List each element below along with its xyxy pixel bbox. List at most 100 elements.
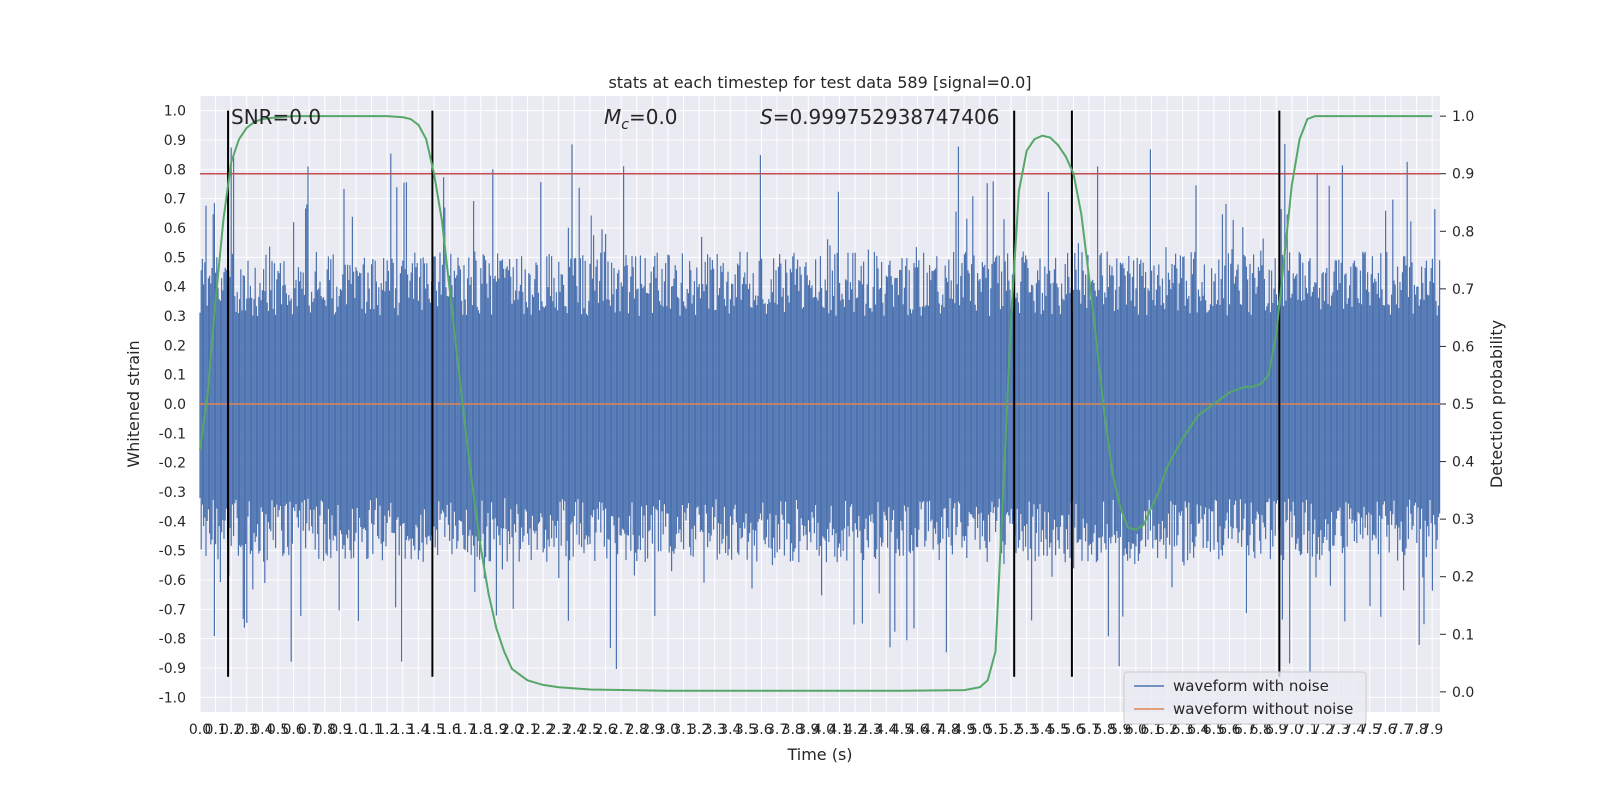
y-tick-label: -0.9 xyxy=(159,661,186,677)
x-tick-label: 5.9 xyxy=(1109,722,1131,738)
x-tick-label: 0.1 xyxy=(204,722,226,738)
x-tick-label: 2.7 xyxy=(610,722,632,738)
x-tick-label: 0.9 xyxy=(329,722,351,738)
y2-tick-label: 0.9 xyxy=(1452,167,1474,183)
y-tick-label: 0.0 xyxy=(164,397,186,413)
x-tick-label: 0.5 xyxy=(267,722,289,738)
x-tick-label: 3.7 xyxy=(766,722,788,738)
x-tick-label: 1.4 xyxy=(407,722,429,738)
x-tick-label: 6.3 xyxy=(1172,722,1194,738)
x-tick-label: 4.8 xyxy=(938,722,960,738)
y-axis-label: Whitened strain xyxy=(124,340,143,467)
x-tick-label: 3.5 xyxy=(735,722,757,738)
x-tick-label: 2.1 xyxy=(516,722,538,738)
y-tick-label: -0.8 xyxy=(159,632,186,648)
x-tick-label: 7.5 xyxy=(1359,722,1381,738)
x-tick-label: 7.7 xyxy=(1390,722,1412,738)
x-tick-label: 3.9 xyxy=(797,722,819,738)
annotation-s-value: =0.999752938747406 xyxy=(773,105,1000,129)
y-tick-label: -0.2 xyxy=(159,456,186,472)
y-axis-ticks: 1.0 0.9 0.8 0.7 0.6 0.5 0.4 0.3 0.2 0.1 0.0 -0.1 -0.… xyxy=(159,104,186,707)
series-waveform-with-noise xyxy=(199,144,1441,673)
x-tick-label: 5.3 xyxy=(1016,722,1038,738)
x-tick-label: 5.2 xyxy=(1000,722,1022,738)
y-tick-label: -0.6 xyxy=(159,573,186,589)
y-tick-label: 0.9 xyxy=(164,133,186,149)
x-tick-label: 5.7 xyxy=(1078,722,1100,738)
x-tick-label: 6.2 xyxy=(1156,722,1178,738)
x-tick-label: 4.1 xyxy=(828,722,850,738)
x-tick-label: 6.8 xyxy=(1249,722,1271,738)
x-tick-label: 3.3 xyxy=(704,722,726,738)
y-tick-label: -0.7 xyxy=(159,602,186,618)
x-tick-label: 6.7 xyxy=(1234,722,1256,738)
x-tick-label: 5.1 xyxy=(984,722,1006,738)
x-tick-label: 1.9 xyxy=(485,722,507,738)
annotation-mc-subscript: c xyxy=(621,117,629,133)
annotation-mc-symbol: M xyxy=(604,105,621,129)
y2-tick-label: 1.0 xyxy=(1452,109,1474,125)
x-tick-label: 0.2 xyxy=(220,722,242,738)
x-tick-label: 6.9 xyxy=(1265,722,1287,738)
x-tick-label: 4.4 xyxy=(875,722,897,738)
x-tick-label: 7.8 xyxy=(1405,722,1427,738)
x-tick-label: 3.4 xyxy=(719,722,741,738)
y2-tick-label: 0.6 xyxy=(1452,339,1474,355)
x-tick-label: 3.6 xyxy=(750,722,772,738)
y-tick-label: -0.4 xyxy=(159,514,186,530)
x-tick-label: 7.4 xyxy=(1343,722,1365,738)
annotation-s: S=0.999752938747406 xyxy=(760,105,999,129)
x-tick-label: 1.2 xyxy=(376,722,398,738)
y-tick-label: -0.1 xyxy=(159,426,186,442)
x-tick-label: 7.9 xyxy=(1421,722,1443,738)
x-tick-label: 5.0 xyxy=(969,722,991,738)
x-tick-label: 7.2 xyxy=(1312,722,1334,738)
y-tick-label: 0.2 xyxy=(164,338,186,354)
legend: waveform with noise waveform without noi… xyxy=(1123,671,1367,725)
y-tick-label: -1.0 xyxy=(159,690,186,706)
x-tick-label: 3.0 xyxy=(657,722,679,738)
y-tick-label: 0.1 xyxy=(164,368,186,384)
x-tick-label: 4.3 xyxy=(860,722,882,738)
x-tick-label: 5.6 xyxy=(1062,722,1084,738)
x-tick-label: 2.4 xyxy=(563,722,585,738)
x-tick-label: 1.7 xyxy=(454,722,476,738)
x-tick-label: 6.1 xyxy=(1140,722,1162,738)
x-tick-label: 7.0 xyxy=(1281,722,1303,738)
vertical-marker-lines xyxy=(227,110,1281,677)
y-tick-label: 0.8 xyxy=(164,162,186,178)
x-tick-label: 0.7 xyxy=(298,722,320,738)
y-tick-label: -0.3 xyxy=(159,485,186,501)
y-tick-label: 0.7 xyxy=(164,192,186,208)
annotation-mc-value: =0.0 xyxy=(629,105,678,129)
y2-tick-label: 0.2 xyxy=(1452,570,1474,586)
x-tick-label: 7.1 xyxy=(1296,722,1318,738)
legend-label-clean: waveform without noise xyxy=(1173,700,1353,718)
x-tick-label: 2.0 xyxy=(501,722,523,738)
x-tick-label: 4.9 xyxy=(953,722,975,738)
x-tick-label: 4.0 xyxy=(813,722,835,738)
annotation-s-symbol: S xyxy=(760,105,773,129)
x-tick-label: 1.1 xyxy=(360,722,382,738)
x-tick-label: 1.0 xyxy=(345,722,367,738)
x-tick-label: 2.8 xyxy=(626,722,648,738)
y2-tick-label: 0.8 xyxy=(1452,224,1474,240)
y2-tick-label: 0.0 xyxy=(1452,685,1474,701)
x-tick-label: 6.6 xyxy=(1218,722,1240,738)
x-tick-label: 0.4 xyxy=(251,722,273,738)
y2-tick-label: 0.1 xyxy=(1452,627,1474,643)
x-tick-label: 2.3 xyxy=(548,722,570,738)
x-tick-label: 5.8 xyxy=(1094,722,1116,738)
y-tick-label: 0.3 xyxy=(164,309,186,325)
x-tick-label: 6.4 xyxy=(1187,722,1209,738)
x-tick-label: 0.0 xyxy=(189,722,211,738)
x-tick-label: 5.4 xyxy=(1031,722,1053,738)
x-tick-label: 0.8 xyxy=(314,722,336,738)
y2-axis-ticks: 1.0 0.9 0.8 0.7 0.6 0.5 0.4 0.3 0.2 0.1 0.0 xyxy=(1440,109,1474,701)
x-tick-label: 1.5 xyxy=(423,722,445,738)
x-tick-label: 7.3 xyxy=(1327,722,1349,738)
x-tick-label: 1.3 xyxy=(392,722,414,738)
x-tick-label: 4.2 xyxy=(844,722,866,738)
y2-tick-label: 0.7 xyxy=(1452,282,1474,298)
